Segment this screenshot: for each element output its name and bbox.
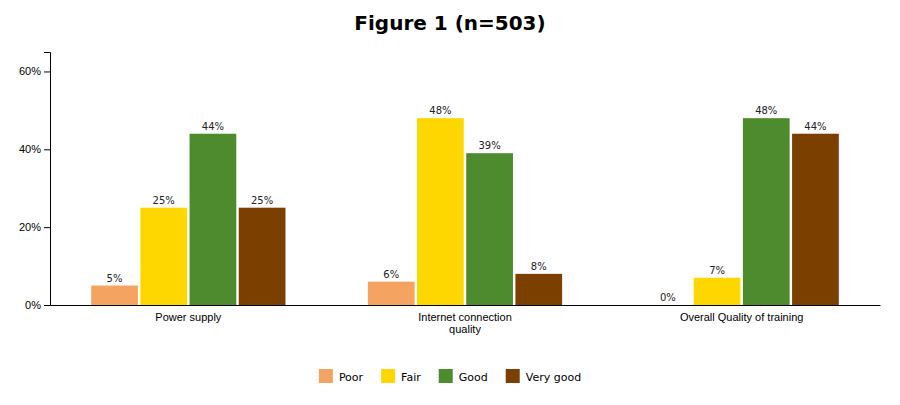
x-tick: Power supply (155, 311, 222, 323)
legend-swatch (439, 369, 453, 383)
data-label: 44% (804, 121, 826, 132)
data-label: 44% (202, 121, 224, 132)
bar (645, 305, 692, 306)
y-tick: 60% (19, 65, 50, 77)
bar (694, 278, 741, 305)
x-tick-label: Internet connectionquality (418, 311, 512, 336)
bar (515, 274, 562, 305)
bar (140, 208, 187, 305)
x-axis-line (51, 305, 881, 306)
y-axis: 0% 20% 40% 60% (19, 53, 51, 312)
y-tick: 20% (19, 221, 50, 233)
data-label: 6% (383, 269, 399, 280)
title: Figure 1 (n=503) (354, 11, 545, 35)
data-labels: 5% 6% 0% 25% 48% 7% 44% 39% 48% 25% 8% 44% (107, 105, 827, 303)
legend-item: Fair (381, 369, 421, 384)
bar (91, 286, 138, 305)
y-tick: 40% (19, 143, 50, 155)
x-axis: Power supply Internet connectionquality Ov… (51, 306, 881, 336)
y-tick-mark (44, 227, 50, 228)
bar (190, 134, 237, 305)
plot: 5% 6% 0% 25% 48% 7% 44% 39% 48% 25% 8% 44% 0% 20% 40% 6… (19, 53, 881, 336)
y-tick-label: 0% (25, 299, 41, 311)
bar (743, 118, 790, 305)
bar (417, 118, 464, 305)
legend-swatch (319, 369, 333, 383)
legend-label: Very good (526, 371, 581, 384)
y-tick-mark (44, 71, 50, 72)
bars (91, 118, 839, 305)
x-tick: Overall Quality of training (680, 311, 804, 323)
legend-label: Good (459, 371, 488, 384)
x-tick-label: Overall Quality of training (680, 311, 804, 323)
legend: Poor Fair Good Very good (319, 369, 581, 384)
bar (239, 208, 286, 305)
data-label: 48% (755, 105, 777, 116)
data-label: 39% (478, 140, 500, 151)
data-label: 25% (153, 195, 175, 206)
x-tick: Internet connectionquality (418, 311, 512, 336)
legend-item: Good (439, 369, 488, 384)
bar (792, 134, 839, 305)
legend-item: Poor (319, 369, 364, 384)
y-tick-mark (44, 149, 50, 150)
y-tick-label: 40% (19, 143, 41, 155)
legend-label: Poor (339, 371, 364, 384)
legend-item: Very good (506, 369, 581, 384)
x-tick-label: Power supply (155, 311, 222, 323)
chart: Figure 1 (n=503) 5% 6% 0% 25% 48% 7% 44% 39% 48% 2… (0, 0, 900, 405)
data-label: 7% (709, 265, 725, 276)
y-tick-label: 20% (19, 221, 41, 233)
legend-swatch (381, 369, 395, 383)
y-tick: 0% (25, 299, 50, 311)
data-label: 8% (531, 261, 547, 272)
legend-swatch (506, 369, 520, 383)
data-label: 48% (429, 105, 451, 116)
y-axis-line (44, 53, 51, 306)
data-label: 0% (660, 292, 676, 303)
legend-label: Fair (401, 371, 421, 384)
y-tick-mark (44, 305, 50, 306)
data-label: 5% (107, 273, 123, 284)
bar (368, 282, 415, 305)
y-tick-label: 60% (19, 65, 41, 77)
bar (466, 153, 513, 305)
data-label: 25% (251, 195, 273, 206)
